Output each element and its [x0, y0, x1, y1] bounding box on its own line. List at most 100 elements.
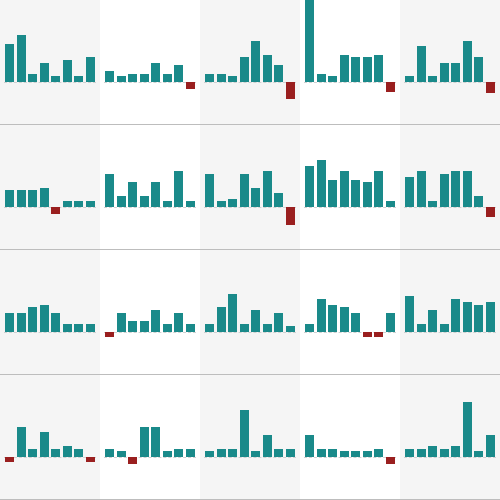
bar	[17, 427, 26, 457]
bar	[428, 310, 437, 332]
sparkline-cell	[400, 125, 500, 249]
bar	[440, 63, 449, 82]
zero-baseline	[104, 457, 196, 458]
bar-sparkline	[304, 0, 396, 124]
bar	[217, 74, 226, 82]
bar	[328, 180, 337, 207]
bar	[263, 435, 272, 457]
bar	[163, 201, 172, 206]
bar	[105, 332, 114, 338]
bar	[186, 82, 195, 89]
sparkline-cell	[300, 250, 400, 374]
bar	[474, 451, 483, 456]
zero-baseline	[404, 457, 496, 458]
bar	[17, 35, 26, 81]
sparkline-cell	[100, 125, 200, 249]
bar	[217, 449, 226, 457]
zero-baseline	[4, 332, 96, 333]
bar	[28, 190, 37, 206]
bar	[286, 449, 295, 457]
bar	[74, 76, 83, 81]
bar	[251, 451, 260, 456]
bar	[317, 449, 326, 457]
bar	[305, 324, 314, 332]
bar	[51, 449, 60, 457]
bar	[5, 190, 14, 206]
sparkline-cell	[400, 375, 500, 499]
bar	[163, 451, 172, 456]
bar	[217, 201, 226, 206]
bar	[151, 427, 160, 457]
bar	[474, 305, 483, 332]
bar	[128, 457, 137, 464]
bar	[451, 171, 460, 206]
sparkline-cell	[300, 375, 400, 499]
bar	[174, 449, 183, 457]
bar	[51, 207, 60, 214]
bar	[63, 446, 72, 457]
bar	[105, 449, 114, 457]
bar	[486, 207, 495, 217]
bar	[240, 174, 249, 207]
bar-sparkline	[404, 125, 496, 249]
bar-sparkline	[4, 375, 96, 499]
bar	[474, 196, 483, 207]
bar	[386, 201, 395, 206]
bar	[205, 74, 214, 82]
bar	[363, 451, 372, 456]
bar-sparkline	[404, 250, 496, 374]
bar	[228, 199, 237, 207]
bar	[451, 299, 460, 332]
zero-baseline	[104, 82, 196, 83]
bar	[40, 432, 49, 457]
bar	[228, 449, 237, 457]
bar	[286, 326, 295, 331]
bar	[305, 0, 314, 82]
bar	[486, 82, 495, 93]
bar	[86, 324, 95, 332]
sparkline-cell	[400, 0, 500, 124]
bar	[251, 188, 260, 207]
bar-sparkline	[204, 375, 296, 499]
bar-sparkline	[104, 0, 196, 124]
sparkline-cell	[200, 125, 300, 249]
sparkline-cell	[300, 0, 400, 124]
sparkline-cell	[100, 0, 200, 124]
bar	[340, 171, 349, 206]
bar	[186, 201, 195, 206]
bar	[405, 177, 414, 207]
bar	[251, 310, 260, 332]
chart-row	[0, 250, 500, 375]
bar	[486, 435, 495, 457]
bar	[251, 41, 260, 82]
bar-sparkline	[104, 250, 196, 374]
bar	[451, 63, 460, 82]
bar	[428, 446, 437, 457]
bar	[51, 76, 60, 81]
sparkline-cell	[100, 375, 200, 499]
bar	[51, 313, 60, 332]
bar	[263, 324, 272, 332]
sparkline-cell	[0, 0, 100, 124]
bar	[186, 449, 195, 457]
bar	[128, 182, 137, 207]
bar	[274, 65, 283, 81]
bar	[117, 451, 126, 456]
bar	[305, 166, 314, 207]
bar	[74, 449, 83, 457]
bar	[363, 182, 372, 207]
bar	[205, 324, 214, 332]
bar	[440, 174, 449, 207]
bar	[340, 451, 349, 456]
bar	[386, 457, 395, 464]
bar	[274, 193, 283, 207]
bar	[340, 307, 349, 332]
bar	[286, 207, 295, 225]
bar	[374, 449, 383, 457]
bar	[417, 171, 426, 206]
zero-baseline	[204, 457, 296, 458]
chart-row	[0, 375, 500, 500]
bar	[205, 174, 214, 207]
zero-baseline	[304, 207, 396, 208]
zero-baseline	[404, 207, 496, 208]
